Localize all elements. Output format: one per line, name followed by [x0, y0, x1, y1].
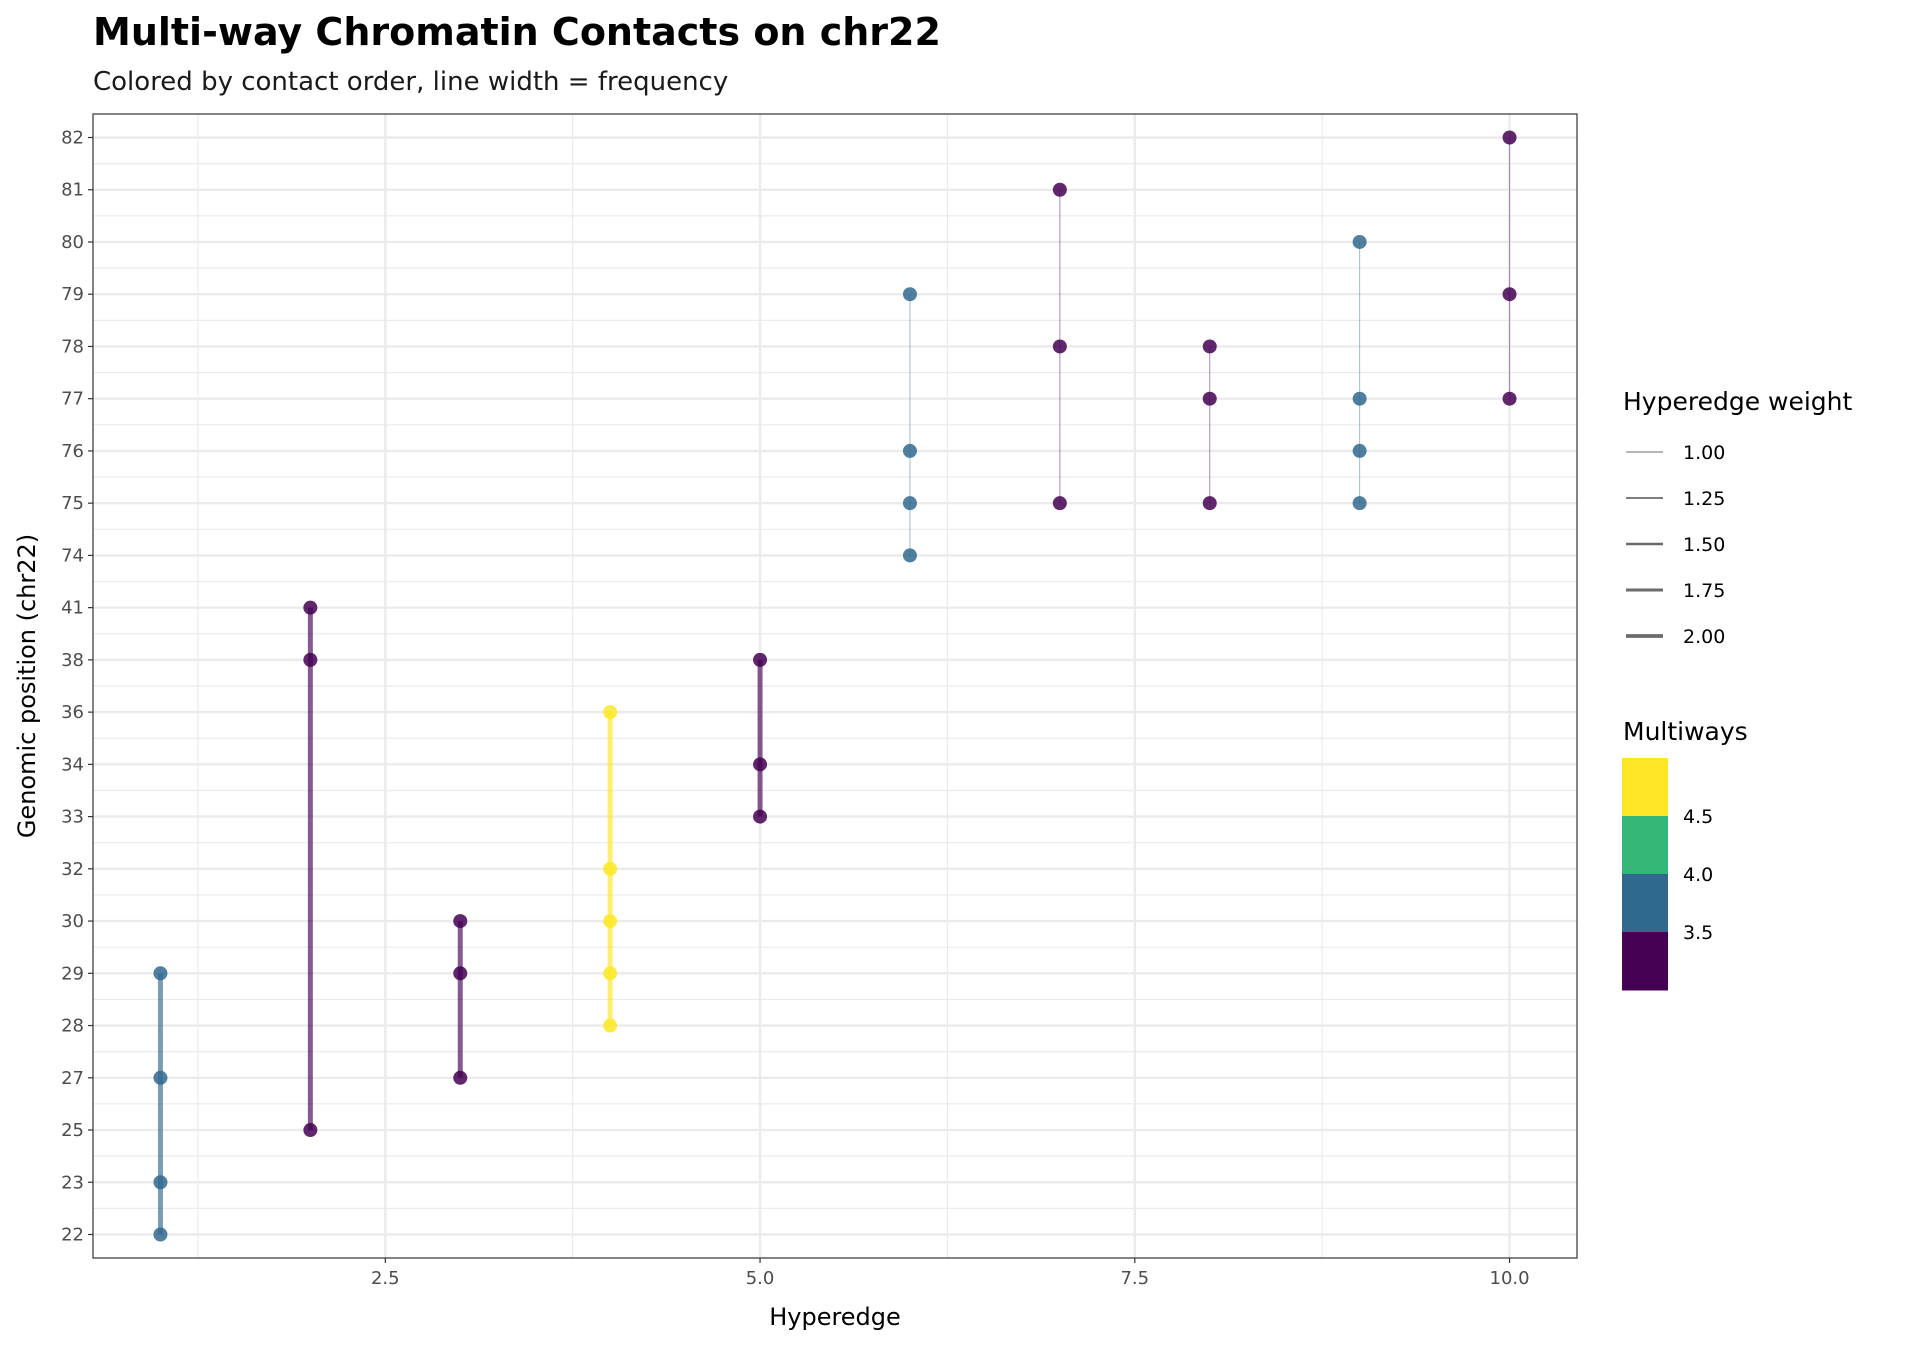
contact-point	[1352, 391, 1367, 406]
y-tick-label: 32	[61, 859, 84, 880]
contact-point	[453, 914, 468, 929]
contact-point	[303, 600, 318, 615]
contact-point	[902, 287, 917, 302]
contact-point	[753, 809, 768, 824]
y-tick-label: 75	[61, 493, 84, 514]
y-axis-ticks: 22 23 25 27 28 29 30 32 33 34 36 38 41 74 75 76 77 78 79 80…	[61, 128, 93, 1245]
contact-point	[453, 966, 468, 981]
contact-point	[153, 1175, 168, 1190]
contact-point	[1052, 182, 1067, 197]
contact-point	[1502, 130, 1517, 145]
contact-point	[303, 1123, 318, 1138]
legend-color-block	[1622, 758, 1668, 817]
x-tick-label: 5.0	[746, 1268, 775, 1289]
y-tick-label: 74	[61, 545, 84, 566]
contact-point	[153, 1070, 168, 1085]
legend-weight-label: 1.00	[1683, 442, 1725, 464]
chart-title: Multi-way Chromatin Contacts on chr22	[93, 10, 941, 54]
contact-point	[1202, 339, 1217, 354]
y-tick-label: 22	[61, 1224, 84, 1245]
legend-weight-label: 1.25	[1683, 488, 1725, 510]
plot-panel-border	[92, 113, 1578, 1259]
contact-point	[753, 652, 768, 667]
contact-point	[1052, 339, 1067, 354]
contact-point	[902, 443, 917, 458]
legend-weight-title: Hyperedge weight	[1623, 387, 1853, 416]
contact-point	[153, 1227, 168, 1242]
contact-point	[603, 966, 618, 981]
contact-point	[1202, 391, 1217, 406]
y-tick-label: 36	[61, 702, 84, 723]
contact-point	[1352, 443, 1367, 458]
contact-point	[1502, 391, 1517, 406]
y-tick-label: 80	[61, 232, 84, 253]
y-tick-label: 27	[61, 1068, 84, 1089]
x-tick-label: 7.5	[1120, 1268, 1149, 1289]
contact-point	[453, 1070, 468, 1085]
y-tick-label: 25	[61, 1120, 84, 1141]
legend-color-label: 4.0	[1683, 864, 1713, 886]
contact-point	[603, 914, 618, 929]
chart-subtitle: Colored by contact order, line width = f…	[93, 67, 728, 97]
contact-point	[1502, 287, 1517, 302]
y-tick-label: 33	[61, 807, 84, 828]
legend-weight-label: 1.75	[1683, 580, 1725, 602]
contact-point	[603, 705, 618, 720]
y-tick-label: 78	[61, 336, 84, 357]
contact-point	[902, 496, 917, 511]
y-tick-label: 77	[61, 389, 84, 410]
legend-color-title: Multiways	[1623, 717, 1748, 746]
legend: Hyperedge weight 1.00 1.25 1.50 1.75 2.00 Mu…	[1622, 387, 1853, 991]
y-tick-label: 41	[61, 598, 84, 619]
legend-color-block	[1622, 816, 1668, 875]
legend-color-label: 3.5	[1683, 922, 1713, 944]
legend-color-block	[1622, 874, 1668, 933]
y-tick-label: 81	[61, 180, 84, 201]
contact-point	[1052, 496, 1067, 511]
y-tick-label: 38	[61, 650, 84, 671]
y-tick-label: 30	[61, 911, 84, 932]
contact-point	[303, 652, 318, 667]
contact-point	[902, 548, 917, 563]
x-axis-ticks: 2.5 5.0 7.5 10.0	[371, 1258, 1530, 1289]
gridlines	[93, 114, 1577, 1258]
legend-color-block	[1622, 932, 1668, 991]
legend-color-label: 4.5	[1683, 806, 1713, 828]
contact-point	[1352, 496, 1367, 511]
y-tick-label: 79	[61, 284, 84, 305]
y-axis-title: Genomic position (chr22)	[13, 534, 41, 838]
legend-weight-label: 1.50	[1683, 534, 1725, 556]
contact-point	[603, 861, 618, 876]
contact-point	[603, 1018, 618, 1033]
contact-point	[1202, 496, 1217, 511]
y-tick-label: 23	[61, 1172, 84, 1193]
contact-point	[753, 757, 768, 772]
y-tick-label: 82	[61, 128, 84, 149]
plot-marks	[153, 130, 1517, 1242]
y-tick-label: 28	[61, 1016, 84, 1037]
y-tick-label: 76	[61, 441, 84, 462]
y-tick-label: 34	[61, 754, 84, 775]
x-axis-title: Hyperedge	[769, 1303, 901, 1331]
y-tick-label: 29	[61, 963, 84, 984]
x-tick-label: 10.0	[1490, 1268, 1530, 1289]
legend-weight-label: 2.00	[1683, 626, 1725, 648]
contact-point	[153, 966, 168, 981]
x-tick-label: 2.5	[371, 1268, 400, 1289]
contact-point	[1352, 234, 1367, 249]
